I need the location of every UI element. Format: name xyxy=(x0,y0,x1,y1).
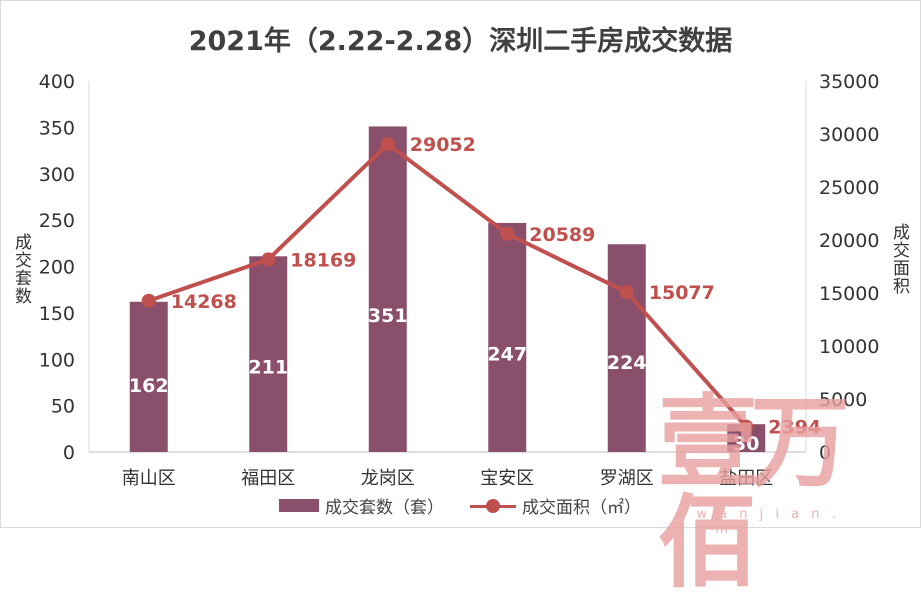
bar xyxy=(129,301,168,452)
watermark-logo: 壹万佰 1 w a n j i a n . c o m xyxy=(656,393,851,593)
line-value-label: 18169 xyxy=(290,249,356,271)
bar xyxy=(249,256,288,452)
y-tick-right: 10000 xyxy=(819,336,879,358)
x-tick-label: 龙岗区 xyxy=(361,468,415,489)
line-point xyxy=(619,285,634,300)
legend-label-units: 成交套数（套） xyxy=(325,498,444,518)
y-tick-left: 400 xyxy=(39,71,75,93)
bar-value-label: 211 xyxy=(248,357,288,379)
y-tick-left: 0 xyxy=(63,442,75,464)
bar-value-label: 351 xyxy=(368,305,408,327)
bar-value-label: 224 xyxy=(607,352,647,374)
y-tick-left: 250 xyxy=(39,210,75,232)
x-tick-label: 罗湖区 xyxy=(600,468,654,489)
y-tick-right: 30000 xyxy=(819,124,879,146)
y-axis-right-label: 成交面积 xyxy=(889,223,909,295)
y-tick-left: 50 xyxy=(51,396,75,418)
y-tick-right: 5000 xyxy=(819,389,867,411)
chart-plot: 0 50 100 150 200 250 300 350 400 0 5000 10000 15000 2… xyxy=(39,71,880,489)
x-tick-label: 宝安区 xyxy=(480,468,534,489)
legend-item-units: 成交套数（套） xyxy=(279,493,444,518)
legend-label-area: 成交面积（㎡） xyxy=(522,498,641,518)
x-tick-label: 南山区 xyxy=(122,468,176,489)
y-tick-right: 35000 xyxy=(819,71,879,93)
line-value-label: 14268 xyxy=(171,291,237,313)
line-point xyxy=(380,137,395,152)
line-value-label: 15077 xyxy=(649,282,715,304)
watermark-url: 1 w a n j i a n . c o m xyxy=(676,507,840,537)
y-tick-left: 150 xyxy=(39,303,75,325)
y-axis-left-label: 成交套数 xyxy=(11,233,31,305)
area-line xyxy=(148,142,748,428)
bar-value-label: 30 xyxy=(733,433,759,455)
legend-bar-swatch xyxy=(279,499,319,512)
x-tick-label: 福田区 xyxy=(241,468,295,489)
y-tick-right: 0 xyxy=(819,442,831,464)
y-tick-left: 300 xyxy=(39,164,75,186)
line-point xyxy=(500,226,515,241)
line-value-label: 20589 xyxy=(529,224,595,246)
legend-line-swatch xyxy=(470,498,516,513)
bar-value-label: 162 xyxy=(129,375,169,397)
bar xyxy=(368,126,407,452)
line-point xyxy=(261,252,276,267)
x-tick-label: 盐田区 xyxy=(719,468,773,489)
line-point xyxy=(141,293,156,308)
chart-title: 2021年（2.22-2.28）深圳二手房成交数据 xyxy=(188,26,733,57)
line-point xyxy=(739,419,754,434)
y-tick-left: 200 xyxy=(39,257,75,279)
legend: 成交套数（套） 成交面积（㎡） xyxy=(279,493,667,518)
legend-item-area: 成交面积（㎡） xyxy=(470,493,641,518)
y-tick-left: 100 xyxy=(39,349,75,371)
y-tick-right: 25000 xyxy=(819,177,879,199)
line-value-label: 2394 xyxy=(768,417,821,439)
watermark-logo-mark: 壹万佰 xyxy=(658,384,850,601)
bar xyxy=(488,222,527,452)
bar-value-label: 247 xyxy=(487,343,527,365)
y-tick-left: 350 xyxy=(39,117,75,139)
y-tick-right: 15000 xyxy=(819,283,879,305)
bar xyxy=(607,244,646,452)
line-value-label: 29052 xyxy=(410,134,476,156)
y-tick-right: 20000 xyxy=(819,230,879,252)
